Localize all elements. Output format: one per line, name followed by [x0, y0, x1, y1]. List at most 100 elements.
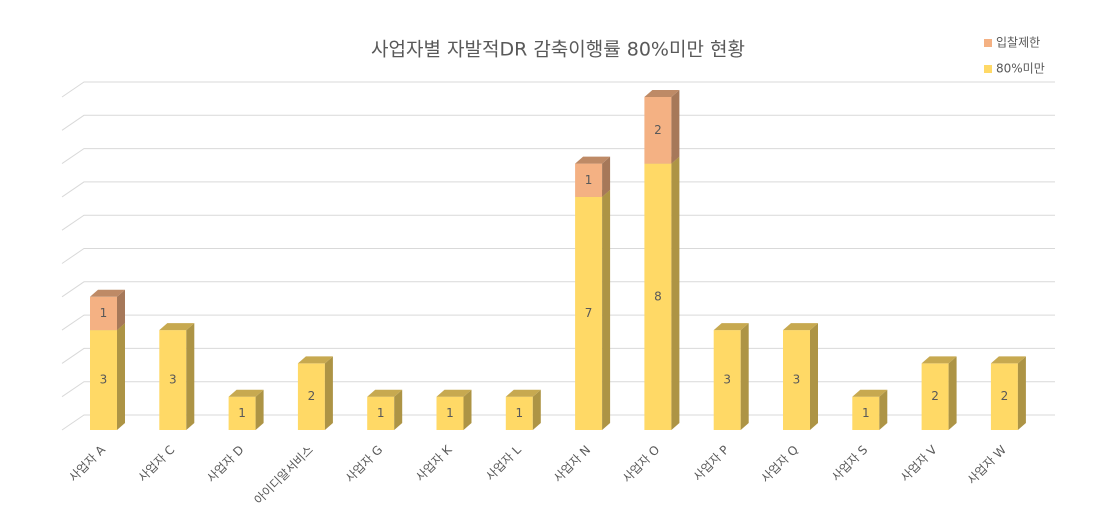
bar-side: [810, 323, 818, 430]
x-tick-label: 사업자 S: [829, 443, 870, 484]
bar: [644, 156, 680, 430]
bar-top: [575, 156, 611, 164]
bar: [297, 356, 333, 430]
bar-side: [948, 356, 957, 430]
data-label: 1: [100, 306, 108, 320]
bar-front: [159, 330, 187, 430]
data-label: 1: [585, 173, 593, 187]
bar-top: [852, 389, 888, 397]
bar-side: [463, 389, 472, 430]
bar-top: [90, 289, 125, 297]
bar: [990, 356, 1026, 430]
bar-side: [879, 389, 888, 430]
bar: [367, 389, 403, 430]
bar: [159, 323, 195, 430]
bar: [436, 389, 472, 430]
data-label: 1: [862, 406, 870, 420]
x-tick-label: 사업자 P: [691, 443, 732, 484]
bar-front: [90, 296, 117, 331]
data-label: 8: [654, 289, 662, 303]
bar: [575, 189, 611, 430]
x-tick-label: 사업자 A: [66, 442, 108, 484]
bar-top: [367, 389, 403, 397]
data-label: 3: [100, 373, 108, 387]
x-tick-label: 사업자 K: [413, 442, 455, 484]
data-label: 7: [585, 306, 593, 320]
bar-front: [367, 396, 395, 430]
grid-line: [61, 381, 1055, 398]
bar-side: [324, 356, 333, 430]
bar-side: [117, 323, 125, 430]
bar-side: [186, 323, 195, 430]
x-tick-label: 사업자 O: [620, 443, 663, 486]
bar: [90, 289, 125, 331]
bar-side: [255, 389, 264, 430]
legend-swatch: [984, 65, 992, 73]
grid-line: [61, 81, 1055, 98]
grid-line: [61, 114, 1055, 131]
x-tick-label: 사업자 G: [343, 443, 386, 486]
bar-side: [671, 156, 680, 430]
bar-top: [783, 323, 818, 331]
bar: [228, 389, 264, 430]
bar-front: [644, 163, 672, 430]
x-tick-label: 사업자 V: [898, 442, 940, 484]
x-tick-label: 사업자 Q: [758, 443, 801, 486]
x-tick-label: 아이디알서비스: [251, 443, 316, 508]
bar-top: [228, 389, 264, 397]
data-label: 3: [169, 373, 177, 387]
chart-title: 사업자별 자발적DR 감축이행률 80%미만 현황: [371, 39, 745, 61]
bar-front: [228, 396, 256, 430]
data-label: 1: [515, 406, 523, 420]
grid-line: [61, 314, 1055, 331]
bar-front: [505, 396, 533, 430]
data-label: 1: [238, 406, 246, 420]
bar-top: [436, 389, 472, 397]
bar-side: [602, 156, 611, 197]
bar-top: [644, 90, 680, 97]
bar-front: [990, 363, 1018, 430]
bar-top: [505, 389, 541, 397]
bar: [921, 356, 957, 430]
bar: [575, 156, 611, 197]
legend-swatch: [984, 39, 992, 47]
grid-line: [61, 414, 1055, 431]
bar-top: [713, 323, 749, 331]
bar-side: [671, 90, 680, 164]
data-label: 1: [446, 406, 454, 420]
grid-line: [61, 281, 1055, 298]
bar: [852, 389, 888, 430]
bar-side: [740, 323, 749, 430]
bar-front: [713, 330, 741, 430]
bar: [505, 389, 541, 430]
bar-front: [575, 196, 603, 430]
x-tick-label: 사업자 D: [204, 443, 247, 486]
bar-front: [436, 396, 464, 430]
legend-label: 입찰제한: [996, 36, 1040, 50]
data-label: 3: [793, 373, 801, 387]
legend-label: 80%미만: [996, 62, 1045, 76]
bar-front: [852, 396, 880, 430]
grid-line: [61, 181, 1055, 198]
bar: [90, 323, 125, 430]
bar-top: [990, 356, 1026, 364]
bar-top: [159, 323, 195, 331]
bar-front: [921, 363, 949, 430]
grid-line: [61, 347, 1055, 364]
bar-front: [575, 163, 603, 197]
bar-side: [394, 389, 403, 430]
bar-side: [117, 289, 125, 331]
data-label: 1: [377, 406, 385, 420]
x-tick-label: 사업자 C: [135, 443, 177, 485]
bar-side: [602, 189, 611, 430]
bar-top: [921, 356, 957, 364]
grid-line: [61, 214, 1055, 231]
data-label: 2: [654, 123, 662, 137]
bar: [783, 323, 818, 430]
bar-front: [90, 330, 117, 430]
bar-front: [644, 97, 672, 164]
x-tick-label: 사업자 W: [965, 443, 1010, 488]
bar-front: [297, 363, 325, 430]
grid-line: [61, 248, 1055, 264]
